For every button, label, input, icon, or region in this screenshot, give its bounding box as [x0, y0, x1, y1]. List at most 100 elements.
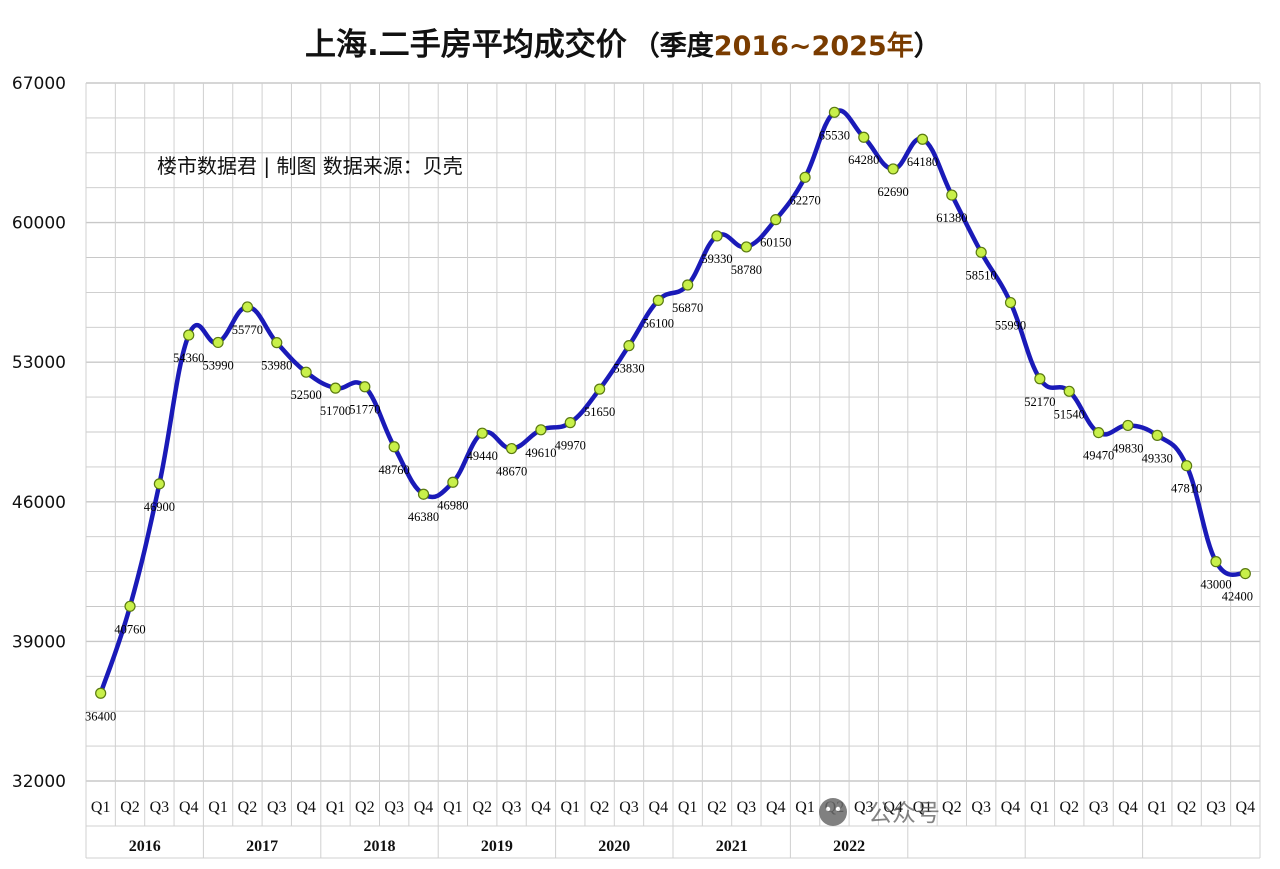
data-point — [623, 340, 635, 352]
data-point — [1034, 373, 1046, 385]
data-label: 49440 — [467, 449, 498, 463]
data-point — [740, 241, 752, 253]
data-point — [1210, 556, 1222, 568]
data-point — [1181, 460, 1193, 472]
x-tick-label: Q3 — [1206, 799, 1226, 816]
data-label: 56870 — [672, 301, 703, 315]
chart-title-paren-open: （季度 — [633, 30, 714, 62]
data-point — [594, 383, 606, 395]
data-point — [770, 214, 782, 226]
x-tick-label: Q2 — [1177, 799, 1197, 816]
x-tick-label: Q4 — [1118, 799, 1138, 816]
data-label: 48670 — [496, 465, 527, 479]
x-tick-label: Q3 — [854, 799, 874, 816]
data-point — [1063, 385, 1075, 397]
y-tick-label: 39000 — [12, 632, 66, 652]
data-label: 46900 — [144, 500, 175, 514]
data-point — [388, 441, 400, 453]
data-point — [124, 600, 136, 612]
y-tick-label: 60000 — [12, 214, 66, 234]
data-label: 65530 — [819, 128, 850, 142]
data-point — [153, 478, 165, 490]
data-label: 62270 — [789, 193, 820, 207]
x-axis: Q1 Q2 Q3 Q4 Q1 Q2 Q3 Q4 Q1 Q2 Q3 Q4 Q1 Q2 Q3 Q4 Q1 Q2 Q3 Q4… — [91, 799, 1255, 855]
x-year-label: 2020 — [598, 838, 630, 855]
x-tick-label: Q2 — [590, 799, 610, 816]
x-year-label: 2016 — [129, 838, 161, 855]
x-tick-label: Q2 — [238, 799, 258, 816]
x-tick-label: Q2 — [707, 799, 727, 816]
x-tick-label: Q1 — [1147, 799, 1167, 816]
data-point — [300, 366, 312, 378]
x-tick-label: Q1 — [913, 799, 933, 816]
data-label: 58510 — [966, 268, 997, 282]
x-tick-label: Q1 — [91, 799, 111, 816]
y-tick-label: 53000 — [12, 353, 66, 373]
data-point — [505, 442, 518, 455]
data-point — [858, 131, 870, 143]
data-label: 55990 — [995, 319, 1026, 333]
data-label: 49610 — [525, 446, 556, 460]
data-point — [359, 381, 371, 393]
data-point — [95, 687, 107, 699]
x-tick-label: Q4 — [649, 799, 669, 816]
data-point — [975, 246, 987, 258]
watermark-text: 公众号 — [868, 799, 940, 827]
data-point — [271, 337, 283, 349]
data-point — [1004, 296, 1017, 309]
watermark: 公众号 — [819, 798, 940, 827]
y-tick-label: 46000 — [12, 493, 66, 513]
data-label: 61380 — [936, 211, 967, 225]
data-label: 46380 — [408, 510, 439, 524]
data-label: 58780 — [731, 263, 762, 277]
x-tick-label: Q4 — [883, 799, 903, 816]
data-label: 53980 — [261, 359, 292, 373]
data-label: 62690 — [878, 185, 909, 199]
x-tick-label: Q3 — [384, 799, 404, 816]
x-tick-label: Q3 — [267, 799, 287, 816]
data-point — [1122, 419, 1134, 432]
data-label: 47810 — [1171, 482, 1202, 496]
x-tick-label: Q1 — [795, 799, 815, 816]
data-point — [476, 427, 488, 439]
x-tick-label: Q1 — [326, 799, 346, 816]
data-markers — [95, 106, 1251, 699]
x-tick-label: Q3 — [502, 799, 522, 816]
data-label: 64180 — [907, 155, 938, 169]
data-label: 59330 — [701, 252, 732, 266]
data-point — [447, 476, 459, 488]
chart-title-main: 上海.二手房平均成交价 — [305, 27, 627, 63]
x-tick-label: Q3 — [737, 799, 757, 816]
data-point — [1092, 426, 1105, 439]
data-label: 52170 — [1024, 395, 1055, 409]
data-label: 64280 — [848, 153, 879, 167]
x-year-label: 2017 — [246, 838, 278, 855]
y-axis: 32000 39000 46000 53000 60000 67000 — [12, 74, 66, 792]
x-tick-label: Q1 — [443, 799, 463, 816]
x-tick-label: Q1 — [678, 799, 698, 816]
wechat-icon-eye-right — [835, 806, 841, 812]
y-tick-label: 32000 — [12, 772, 66, 792]
x-tick-label: Q3 — [1089, 799, 1109, 816]
data-label: 42400 — [1222, 590, 1253, 604]
gridlines — [85, 82, 1261, 859]
x-year-label: 2019 — [481, 838, 513, 855]
data-point — [828, 106, 841, 118]
data-label: 54360 — [173, 351, 204, 365]
wechat-icon — [819, 798, 847, 826]
data-label: 49830 — [1112, 441, 1143, 455]
data-label: 43000 — [1200, 578, 1231, 592]
x-tick-label: Q4 — [296, 799, 316, 816]
x-tick-label: Q3 — [971, 799, 991, 816]
x-tick-label: Q4 — [1236, 799, 1256, 816]
x-year-label: 2022 — [833, 838, 865, 855]
x-year-label: 2021 — [716, 838, 748, 855]
data-point — [417, 488, 430, 500]
x-tick-label: Q3 — [150, 799, 170, 816]
data-label: 51700 — [320, 404, 351, 418]
data-label: 49330 — [1142, 451, 1173, 465]
x-tick-label: Q2 — [942, 799, 962, 816]
data-label: 36400 — [85, 709, 116, 723]
